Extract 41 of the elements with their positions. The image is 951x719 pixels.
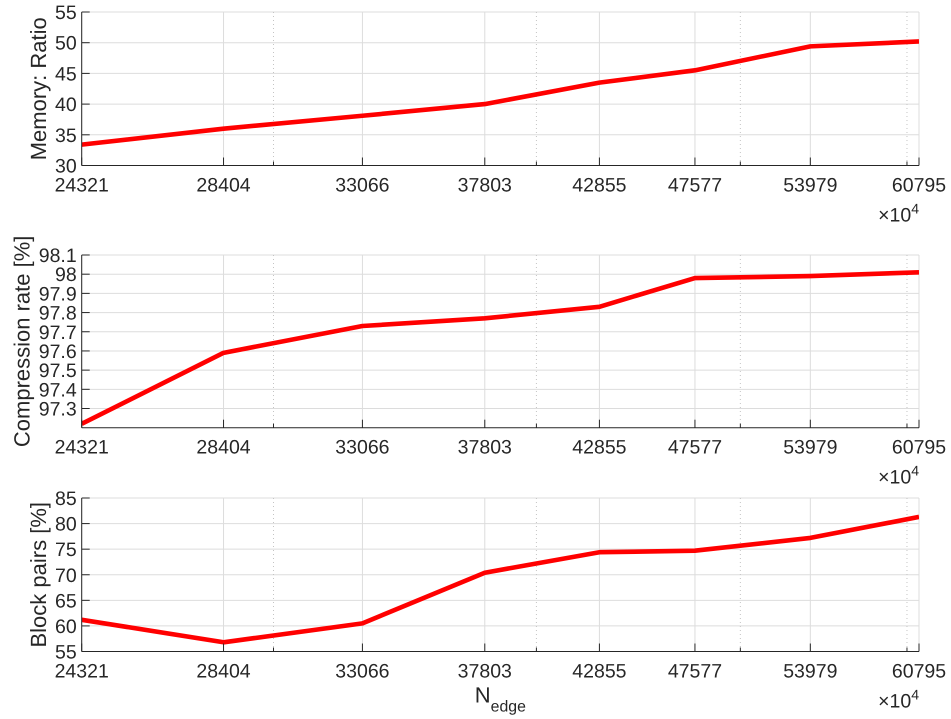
y-tick-label: 55 (54, 2, 77, 24)
y-tick-label: 60 (54, 616, 77, 638)
x-tick-label: 33066 (335, 660, 390, 682)
x-tick-label: 37803 (458, 660, 512, 682)
x-tick-label: 33066 (335, 174, 390, 196)
x-tick-label: 24321 (54, 436, 109, 459)
x-axis-title: N$_{edge}$ (474, 682, 526, 715)
x-tick-label: 60795 (892, 660, 946, 682)
x-tick-label: 53979 (783, 660, 838, 682)
y-tick-label: 40 (54, 94, 77, 116)
x-tick-label: 47577 (668, 660, 722, 682)
x-tick-label: 28404 (196, 436, 251, 459)
y-tick-label: 70 (54, 564, 77, 587)
x-tick-label: 33066 (335, 436, 390, 459)
x-tick-label: 60795 (892, 174, 946, 196)
x-tick-label: 47577 (668, 174, 722, 196)
y-tick-label: 75 (54, 539, 77, 562)
y-tick-label: 85 (54, 488, 77, 510)
x-tick-label: 37803 (458, 174, 512, 196)
text: ×10$^{4}$ (878, 686, 920, 712)
x-tick-label: 42855 (572, 174, 627, 196)
x-tick-label: 37803 (458, 436, 512, 459)
text: ×10$^{4}$ (878, 462, 920, 489)
x-tick-label: 28404 (196, 174, 251, 196)
x-tick-label: 47577 (668, 436, 722, 459)
y-tick-label: 97.3 (38, 398, 77, 421)
y-tick-label: 65 (54, 590, 77, 612)
y-tick-label: 35 (54, 124, 77, 147)
y-axis-title: Memory: Ratio (26, 17, 51, 160)
text: ×10$^{4}$ (878, 200, 920, 226)
y-axis-title: Compression rate [%] (10, 236, 35, 448)
y-tick-label: 45 (54, 63, 77, 86)
y-axis-title: Block pairs [%] (26, 502, 51, 648)
x-tick-label: 42855 (572, 436, 627, 459)
y-tick-label: 80 (54, 514, 77, 536)
x-tick-label: 42855 (572, 660, 627, 682)
x-tick-label: 60795 (892, 436, 946, 459)
x-tick-label: 53979 (783, 174, 838, 196)
x-tick-label: 28404 (196, 660, 251, 682)
y-tick-label: 50 (54, 32, 77, 55)
x-tick-label: 53979 (783, 436, 838, 459)
